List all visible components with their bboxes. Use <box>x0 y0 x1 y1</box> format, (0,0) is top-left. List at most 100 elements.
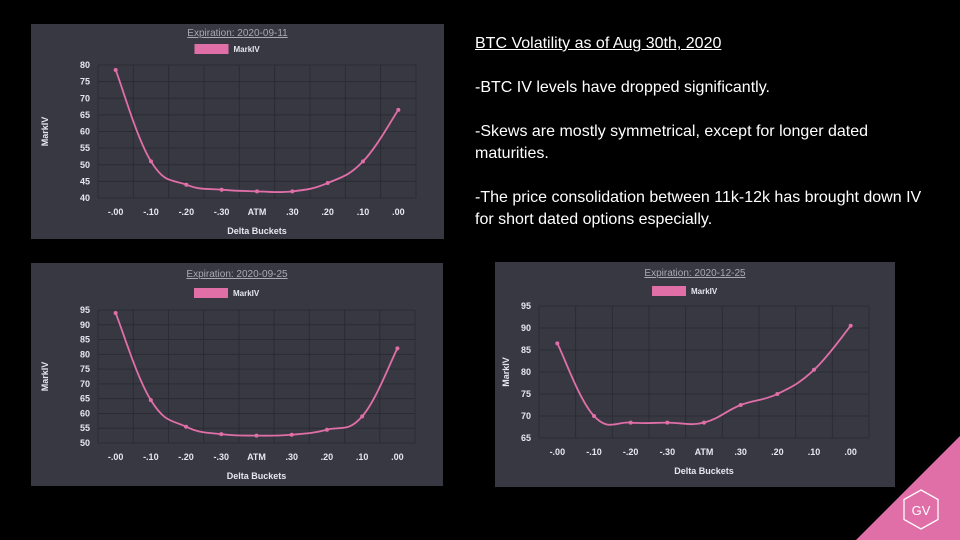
data-point <box>254 433 259 438</box>
x-tick-label: -.00 <box>108 207 124 217</box>
data-point <box>396 107 401 112</box>
y-tick-label: 70 <box>521 411 531 421</box>
data-point <box>848 323 853 328</box>
x-tick-label: .00 <box>844 447 857 457</box>
y-tick-label: 95 <box>80 305 90 315</box>
y-axis-label: MarkIV <box>501 357 511 387</box>
commentary-point-2: -Skews are mostly symmetrical, except fo… <box>475 123 869 162</box>
x-tick-label: -.10 <box>143 207 159 217</box>
y-tick-label: 65 <box>521 433 531 443</box>
y-axis-label: MarkIV <box>40 117 50 147</box>
data-point <box>113 310 118 315</box>
data-point <box>184 182 189 187</box>
chart-svg-2: Expiration: 2020-09-25 MarkIV 50 55 60 65 70 75… <box>40 269 416 481</box>
chart-panel-2: Expiration: 2020-09-25 MarkIV 50 55 60 65 70 75… <box>31 263 443 486</box>
data-point <box>395 346 400 351</box>
x-tick-label: ATM <box>695 447 714 457</box>
x-axis-label: Delta Buckets <box>227 471 287 481</box>
y-tick-label: 45 <box>80 176 90 186</box>
commentary-title: BTC Volatility as of Aug 30th, 2020 <box>475 35 722 52</box>
y-axis-label: MarkIV <box>40 362 50 392</box>
data-point <box>812 367 816 372</box>
data-point <box>149 159 153 164</box>
x-tick-label: -.00 <box>108 452 124 462</box>
y-tick-label: 90 <box>80 320 90 330</box>
x-tick-label: .10 <box>808 447 821 457</box>
y-tick-label: 70 <box>80 379 90 389</box>
data-point <box>255 189 259 194</box>
data-point <box>184 424 189 429</box>
y-tick-label: 60 <box>80 127 90 137</box>
chart-panel-3: Expiration: 2020-12-25 MarkIV 65 70 75 80 85 90… <box>495 262 895 487</box>
data-point <box>290 189 295 194</box>
data-point <box>738 403 743 407</box>
legend-label: MarkIV <box>691 287 718 296</box>
x-tick-label: .00 <box>391 452 404 462</box>
data-point <box>289 432 294 437</box>
x-axis-label: Delta Buckets <box>227 226 287 236</box>
x-tick-label: .00 <box>392 207 405 217</box>
x-tick-label: -.30 <box>214 452 230 462</box>
corner-triangle <box>856 436 960 540</box>
y-tick-label: 40 <box>80 193 90 203</box>
data-point <box>219 432 224 437</box>
x-tick-label: -.00 <box>550 447 566 457</box>
y-tick-label: 65 <box>80 394 90 404</box>
y-tick-label: 85 <box>521 345 531 355</box>
chart-title: Expiration: 2020-09-25 <box>186 269 288 280</box>
data-point <box>324 427 329 432</box>
x-tick-label: -.10 <box>143 452 159 462</box>
x-tick-label: -.30 <box>214 207 230 217</box>
y-tick-label: 70 <box>80 93 90 103</box>
y-tick-label: 80 <box>80 60 90 70</box>
x-tick-label: ATM <box>247 452 266 462</box>
x-tick-label: -.20 <box>178 452 194 462</box>
chart-svg-1: Expiration: 2020-09-11 MarkIV 40 45 50 55 60 65… <box>40 28 417 236</box>
chart-svg-3: Expiration: 2020-12-25 MarkIV 65 70 75 80 85 90… <box>501 268 870 476</box>
x-tick-label: -.20 <box>179 207 195 217</box>
x-tick-label: .20 <box>321 207 334 217</box>
legend-swatch <box>194 44 229 54</box>
legend-swatch <box>194 288 228 298</box>
y-tick-label: 85 <box>80 335 90 345</box>
data-point <box>628 420 633 425</box>
y-tick-label: 55 <box>80 143 90 153</box>
y-tick-label: 75 <box>80 364 90 374</box>
chart-title: Expiration: 2020-09-11 <box>187 28 288 39</box>
data-point <box>148 398 153 403</box>
x-tick-label: .30 <box>734 447 747 457</box>
y-tick-label: 80 <box>521 367 531 377</box>
legend-label: MarkIV <box>234 45 261 54</box>
chart-panel-1: Expiration: 2020-09-11 MarkIV 40 45 50 55 60 65… <box>31 24 444 239</box>
x-tick-label: .10 <box>357 207 370 217</box>
x-tick-label: -.20 <box>623 447 639 457</box>
chart-title: Expiration: 2020-12-25 <box>644 268 746 279</box>
x-tick-label: .10 <box>356 452 369 462</box>
data-point <box>325 181 330 186</box>
x-tick-label: .30 <box>285 452 298 462</box>
data-point <box>775 392 780 396</box>
y-tick-label: 50 <box>80 438 90 448</box>
data-point <box>665 420 670 425</box>
x-tick-label: ATM <box>248 207 267 217</box>
data-point <box>702 420 706 425</box>
logo-text: GV <box>912 503 931 518</box>
data-point <box>592 414 596 418</box>
x-axis-label: Delta Buckets <box>674 466 734 476</box>
x-tick-label: .20 <box>321 452 334 462</box>
x-tick-label: .20 <box>771 447 784 457</box>
x-tick-label: -.30 <box>660 447 676 457</box>
y-tick-label: 55 <box>80 423 90 433</box>
y-tick-label: 60 <box>80 408 90 418</box>
data-point <box>360 414 365 419</box>
commentary: BTC Volatility as of Aug 30th, 2020 -BTC… <box>475 33 935 253</box>
hexagon-icon <box>903 489 939 530</box>
y-tick-label: 50 <box>80 160 90 170</box>
y-tick-label: 75 <box>521 389 531 399</box>
y-tick-label: 75 <box>80 77 90 87</box>
y-tick-label: 65 <box>80 110 90 120</box>
y-tick-label: 90 <box>521 323 531 333</box>
x-tick-label: -.10 <box>586 447 602 457</box>
y-tick-label: 80 <box>80 349 90 359</box>
